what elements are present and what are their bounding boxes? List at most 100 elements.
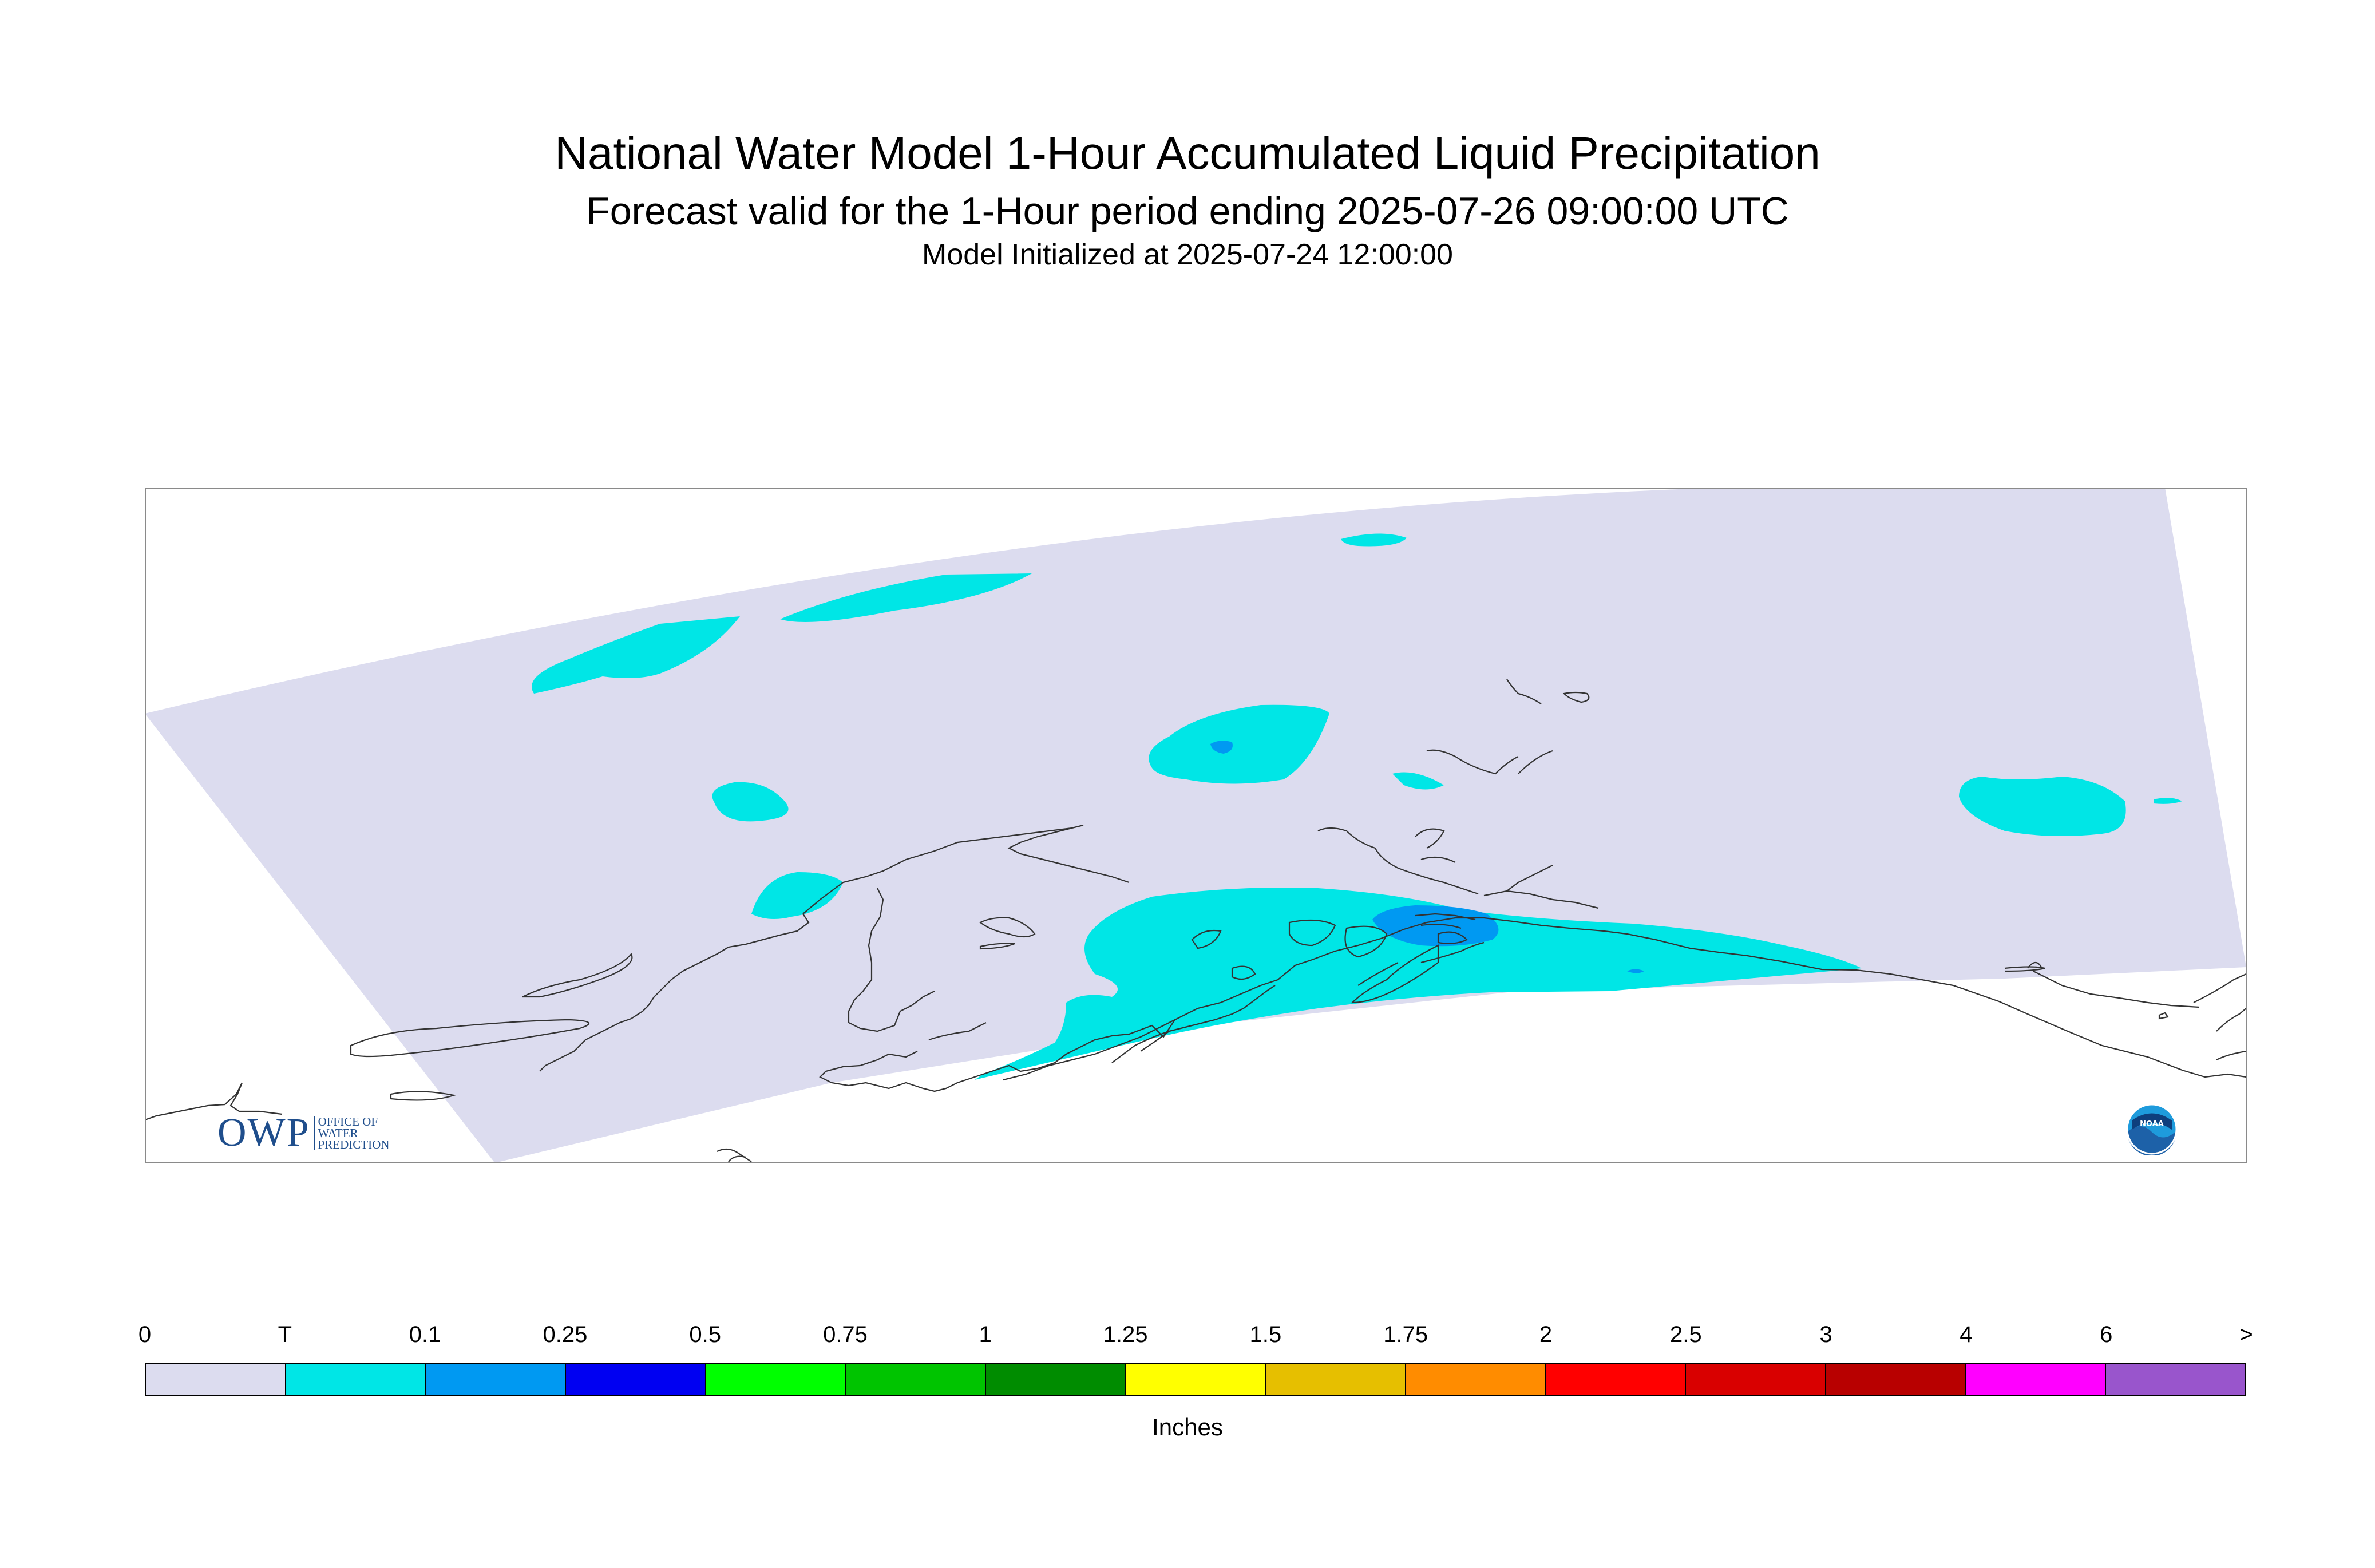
map-title: National Water Model 1-Hour Accumulated … [555, 128, 1820, 179]
colorbar-tick-label: 1 [979, 1322, 992, 1347]
colorbar-swatch [146, 1364, 286, 1395]
noaa-logo-text: NOAA [2140, 1120, 2164, 1129]
coastline [2216, 1008, 2246, 1032]
owp-logo-text: Office of Water Prediction [318, 1115, 390, 1151]
colorbar-swatch [1546, 1364, 1687, 1395]
coastline [1357, 962, 1399, 986]
coastline [1111, 1030, 1170, 1063]
colorbar-tick-label: 4 [1960, 1322, 1973, 1347]
trace-area [1959, 777, 2126, 836]
coastline [1506, 865, 1553, 892]
coastline [350, 1019, 589, 1058]
model-domain [145, 488, 2246, 1162]
owp-logo-line: Office of [318, 1115, 378, 1129]
coastline [1518, 750, 1553, 774]
precipitation-colorbar [145, 1363, 2246, 1396]
trace-area [532, 616, 740, 694]
tenth-inch-area [1372, 905, 1499, 947]
coastline [2216, 1050, 2246, 1060]
forecast-valid-subtitle: Forecast valid for the 1-Hour period end… [586, 189, 1789, 233]
coastline [1420, 924, 1462, 929]
tenth-inch-area [1210, 741, 1233, 754]
colorbar-swatch [426, 1364, 567, 1395]
colorbar-tick-label: 0 [138, 1322, 152, 1347]
colorbar-swatch [1966, 1364, 2107, 1395]
colorbar-tick-label: 3 [1819, 1322, 1832, 1347]
coastline [2158, 1012, 2169, 1020]
colorbar-swatch [2106, 1364, 2246, 1395]
coastline [1415, 913, 1476, 921]
coastline [1351, 944, 1439, 1004]
coastline [1506, 679, 1542, 704]
coastline [802, 824, 1130, 914]
owp-logo-line: Water [318, 1126, 358, 1140]
colorbar-swatch [1266, 1364, 1407, 1395]
colorbar-tick-label: T [278, 1322, 292, 1347]
owp-logo: OWP Office of Water Prediction [217, 1110, 389, 1156]
owp-logo-divider [313, 1116, 315, 1150]
owp-logo-line: Prediction [318, 1138, 390, 1151]
colorbar-swatch [566, 1364, 706, 1395]
coastline [1231, 965, 1256, 980]
trace-area [1392, 772, 1444, 790]
colorbar-swatch [286, 1364, 426, 1395]
coastline [2033, 971, 2200, 1008]
coastline [145, 1082, 283, 1121]
colorbar-labels: 0 T 0.1 0.25 0.5 0.75 1 1.25 1.5 1.75 2 2.5 3 4 6 > [138, 1322, 2253, 1351]
coastline [1420, 941, 1485, 964]
coastline [522, 952, 633, 998]
coastline [390, 1091, 457, 1101]
coastline [2027, 961, 2042, 969]
colorbar-tick-label: > [2239, 1322, 2253, 1347]
coastline [539, 913, 810, 1072]
colorbar-units: Inches [1152, 1413, 1223, 1440]
colorbar-tick-label: 0.25 [543, 1322, 588, 1347]
colorbar-tick-label: 0.5 [689, 1322, 721, 1347]
colorbar-tick-label: 1.5 [1249, 1322, 1282, 1347]
coastline [1191, 929, 1222, 949]
precipitation-map [145, 488, 2246, 1162]
coastlines [145, 679, 2246, 1162]
coastline [979, 943, 1015, 950]
coastline [819, 1019, 1175, 1092]
coastline [1426, 749, 1519, 775]
noaa-logo: NOAA [2126, 1103, 2178, 1155]
coastline [1562, 691, 1590, 703]
coastline [728, 1155, 746, 1162]
colorbar-swatch [1686, 1364, 1827, 1395]
coastline [1483, 890, 1599, 909]
trace-area [712, 782, 789, 822]
colorbar-tick-label: 1.75 [1383, 1322, 1428, 1347]
trace-area [2154, 798, 2182, 804]
trace-area [1341, 533, 1407, 547]
trace-area [751, 872, 843, 919]
coastline [1317, 827, 1479, 895]
model-initialized-subtitle: Model Initialized at 2025-07-24 12:00:00 [922, 238, 1453, 271]
coastline [848, 888, 935, 1032]
coastline [979, 917, 1036, 938]
colorbar-tick-label: 0.75 [823, 1322, 868, 1347]
tenth-inch-area [1627, 969, 1644, 973]
trace-area [780, 573, 1032, 622]
trace-area [1149, 704, 1329, 784]
coastline [1344, 925, 1388, 958]
coastline [1288, 919, 1336, 947]
coastline [1420, 856, 1456, 863]
colorbar-swatch [1826, 1364, 1966, 1395]
colorbar-swatch [846, 1364, 987, 1395]
colorbar-tick-label: 2 [1539, 1322, 1553, 1347]
colorbar-swatch [1126, 1364, 1266, 1395]
coastline [1169, 985, 1276, 1032]
coastline [1415, 828, 1445, 849]
colorbar-swatch [706, 1364, 846, 1395]
coastline [1003, 917, 2246, 1081]
coastline [1437, 931, 1468, 944]
coastline [928, 1022, 987, 1041]
colorbar-swatch [986, 1364, 1126, 1395]
owp-logo-mark: OWP [217, 1111, 310, 1155]
colorbar-tick-label: 0.1 [409, 1322, 441, 1347]
coastline [2004, 966, 2045, 972]
map-panel [145, 488, 2246, 1162]
coastline [717, 1148, 752, 1162]
colorbar-tick-label: 1.25 [1103, 1322, 1148, 1347]
